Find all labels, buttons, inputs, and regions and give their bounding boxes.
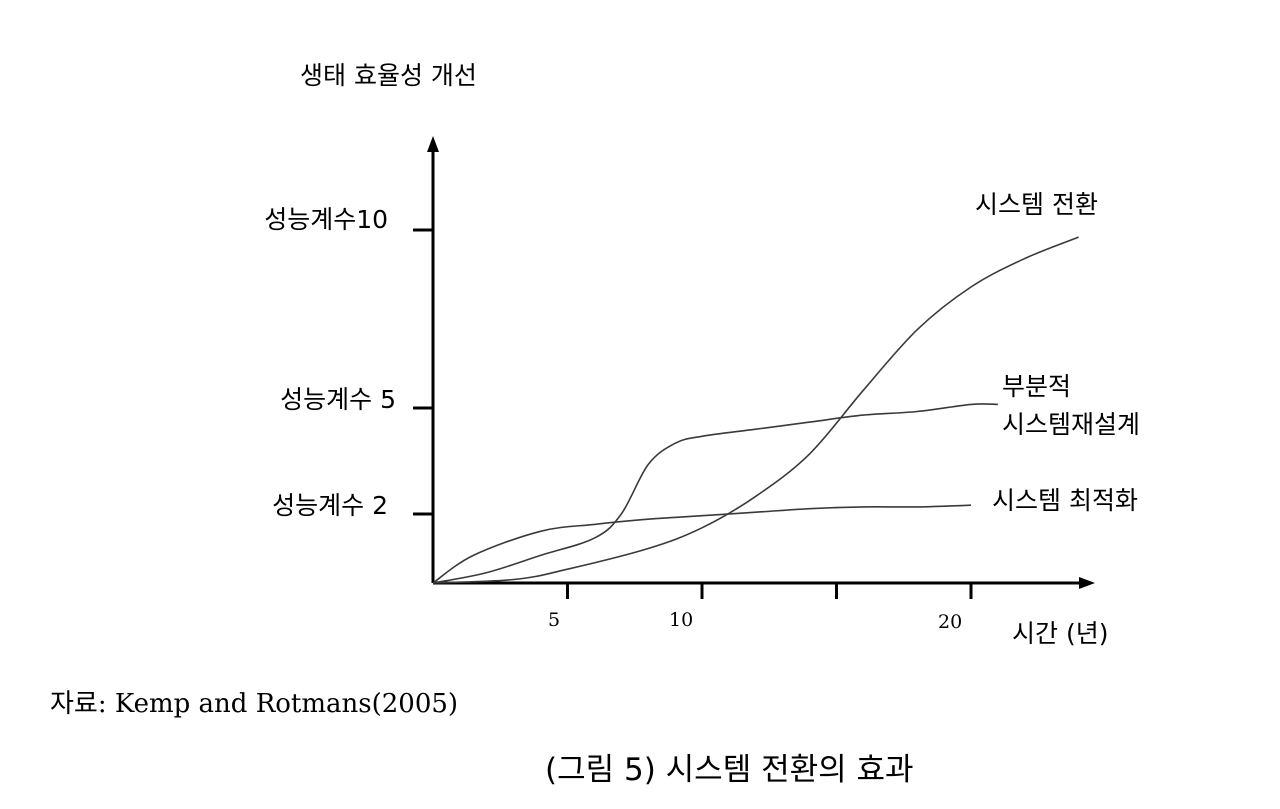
figure-caption: (그림 5) 시스템 전환의 효과 — [545, 752, 914, 788]
y-axis-arrow — [427, 136, 439, 152]
y-axis-title: 생태 효율성 개선 — [300, 61, 477, 90]
y-tick-label-10: 성능계수10 — [264, 205, 388, 234]
series-label-redesign: 부분적 시스템재설계 — [1002, 372, 1141, 439]
y-tick-label-5: 성능계수 5 — [280, 385, 396, 414]
series-line-optimization — [432, 504, 972, 584]
series-label-optimization: 시스템 최적화 — [992, 486, 1138, 515]
series-line-transition — [432, 236, 1079, 584]
x-tick-label-5: 5 — [548, 609, 561, 631]
axes — [413, 136, 1095, 599]
source-note: 자료: Kemp and Rotmans(2005) — [50, 689, 459, 719]
y-tick-label-2: 성능계수 2 — [272, 491, 388, 520]
x-axis-arrow — [1079, 577, 1095, 589]
x-tick-label-20: 20 — [938, 611, 963, 633]
x-axis-title: 시간 (년) — [1012, 619, 1109, 648]
series-line-redesign — [432, 403, 998, 584]
series-lines — [432, 236, 1079, 584]
series-label-transition: 시스템 전환 — [975, 190, 1098, 219]
x-tick-label-10: 10 — [669, 609, 694, 631]
